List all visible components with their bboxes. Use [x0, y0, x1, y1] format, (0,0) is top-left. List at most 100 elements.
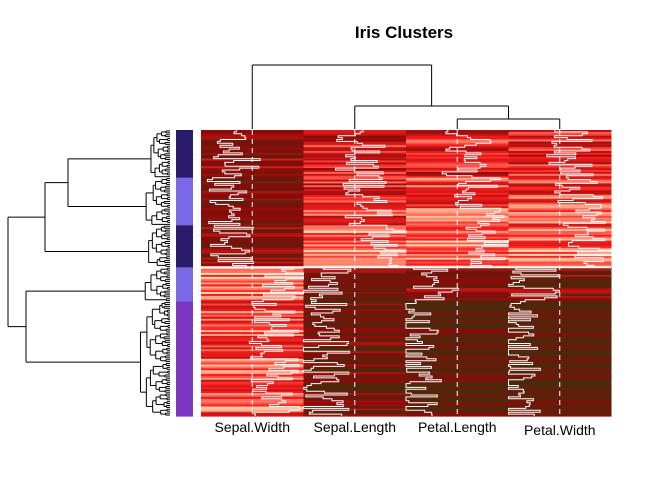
heatmap-cell	[201, 162, 304, 165]
heatmap-cell	[201, 297, 304, 301]
heatmap-cell	[406, 295, 509, 299]
side-color-cell	[176, 234, 193, 238]
heatmap-cell	[303, 145, 407, 148]
heatmap-cell	[201, 198, 304, 202]
heatmap-cell	[201, 137, 304, 141]
side-color-cell	[176, 299, 193, 303]
heatmap-cell	[508, 297, 612, 301]
heatmap-cell	[201, 253, 304, 257]
heatmap-cell	[508, 316, 612, 320]
heatmap-cell	[303, 253, 407, 257]
heatmap-cell	[201, 324, 304, 327]
heatmap-cell	[201, 261, 304, 265]
heatmap-cell	[406, 396, 509, 400]
side-color-cell	[176, 185, 193, 188]
heatmap-cell	[508, 162, 612, 165]
heatmap-cell	[406, 208, 509, 211]
heatmap-cell	[303, 164, 407, 167]
heatmap-cell	[406, 368, 509, 371]
heatmap-cell	[201, 360, 304, 364]
heatmap-cell	[201, 269, 304, 272]
side-color-cell	[176, 177, 193, 181]
heatmap-cell	[508, 145, 612, 148]
side-color-cell	[176, 261, 193, 265]
row-side-colors	[176, 130, 193, 417]
side-color-cell	[176, 160, 193, 164]
heatmap-cell	[406, 215, 509, 219]
heatmap-cell	[303, 154, 407, 158]
heatmap-cell	[303, 379, 407, 383]
heatmap-cell	[406, 414, 509, 417]
heatmap-cell	[508, 179, 612, 183]
heatmap-cell	[201, 334, 304, 337]
heatmap-cell	[201, 181, 304, 184]
heatmap-cell	[508, 227, 612, 230]
heatmap-cell	[406, 242, 509, 245]
heatmap-cell	[201, 362, 304, 366]
side-color-cell	[176, 130, 193, 133]
heatmap-cell	[303, 263, 407, 266]
heatmap-cell	[406, 341, 509, 345]
side-color-cell	[176, 265, 193, 268]
side-color-cell	[176, 147, 193, 150]
heatmap-cell	[201, 242, 304, 245]
heatmap-cell	[303, 334, 407, 337]
side-color-cell	[176, 387, 193, 390]
heatmap-cell	[508, 414, 612, 417]
heatmap-cell	[303, 353, 407, 356]
side-color-cell	[176, 358, 193, 362]
heatmap-cell	[508, 389, 612, 392]
heatmap-cell	[303, 351, 407, 354]
heatmap-cell	[303, 191, 407, 194]
heatmap-cell	[508, 307, 612, 310]
heatmap-cell	[406, 387, 509, 390]
heatmap-cell	[406, 227, 509, 230]
side-color-cell	[176, 145, 193, 148]
heatmap-cell	[508, 191, 612, 194]
side-color-cell	[176, 253, 193, 257]
trace-line	[508, 130, 612, 416]
heatmap-cell	[406, 307, 509, 310]
side-color-cell	[176, 204, 193, 207]
side-color-cell	[176, 354, 193, 358]
heatmap-cell	[508, 152, 612, 156]
heatmap-cell	[201, 316, 304, 320]
heatmap-cell	[406, 152, 509, 156]
side-color-cell	[176, 360, 193, 364]
heatmap-cell	[508, 225, 612, 228]
heatmap-cell	[406, 234, 509, 238]
heatmap-cell	[303, 143, 407, 146]
side-color-cell	[176, 374, 193, 377]
side-color-cell	[176, 292, 193, 295]
side-color-cell	[176, 400, 193, 404]
heatmap-cell	[406, 299, 509, 303]
side-color-cell	[176, 227, 193, 230]
heatmap-cell	[303, 290, 407, 293]
side-color-cell	[176, 402, 193, 406]
side-color-cell	[176, 385, 193, 388]
heatmap-cell	[303, 404, 407, 408]
heatmap-cell	[406, 181, 509, 184]
heatmap-cell	[406, 200, 509, 204]
heatmap-cell	[303, 261, 407, 265]
heatmap-cell	[406, 406, 509, 409]
heatmap-cell	[303, 179, 407, 183]
heatmap-cell	[303, 406, 407, 409]
heatmap-cell	[303, 278, 407, 282]
side-color-cell	[176, 391, 193, 394]
side-color-cell	[176, 173, 193, 177]
heatmap-cell	[508, 314, 612, 318]
heatmap-cell	[201, 170, 304, 173]
heatmap-cell	[406, 362, 509, 366]
side-color-cell	[176, 286, 193, 289]
heatmap-cell	[201, 179, 304, 183]
side-color-cell	[176, 356, 193, 360]
heatmap-cell	[508, 332, 612, 335]
side-color-cell	[176, 309, 193, 312]
heatmap-cell	[201, 379, 304, 383]
side-color-cell	[176, 318, 193, 322]
heatmap-cell	[406, 135, 509, 139]
side-color-cell	[176, 389, 193, 392]
side-color-cell	[176, 334, 193, 337]
heatmap-cell	[406, 404, 509, 408]
